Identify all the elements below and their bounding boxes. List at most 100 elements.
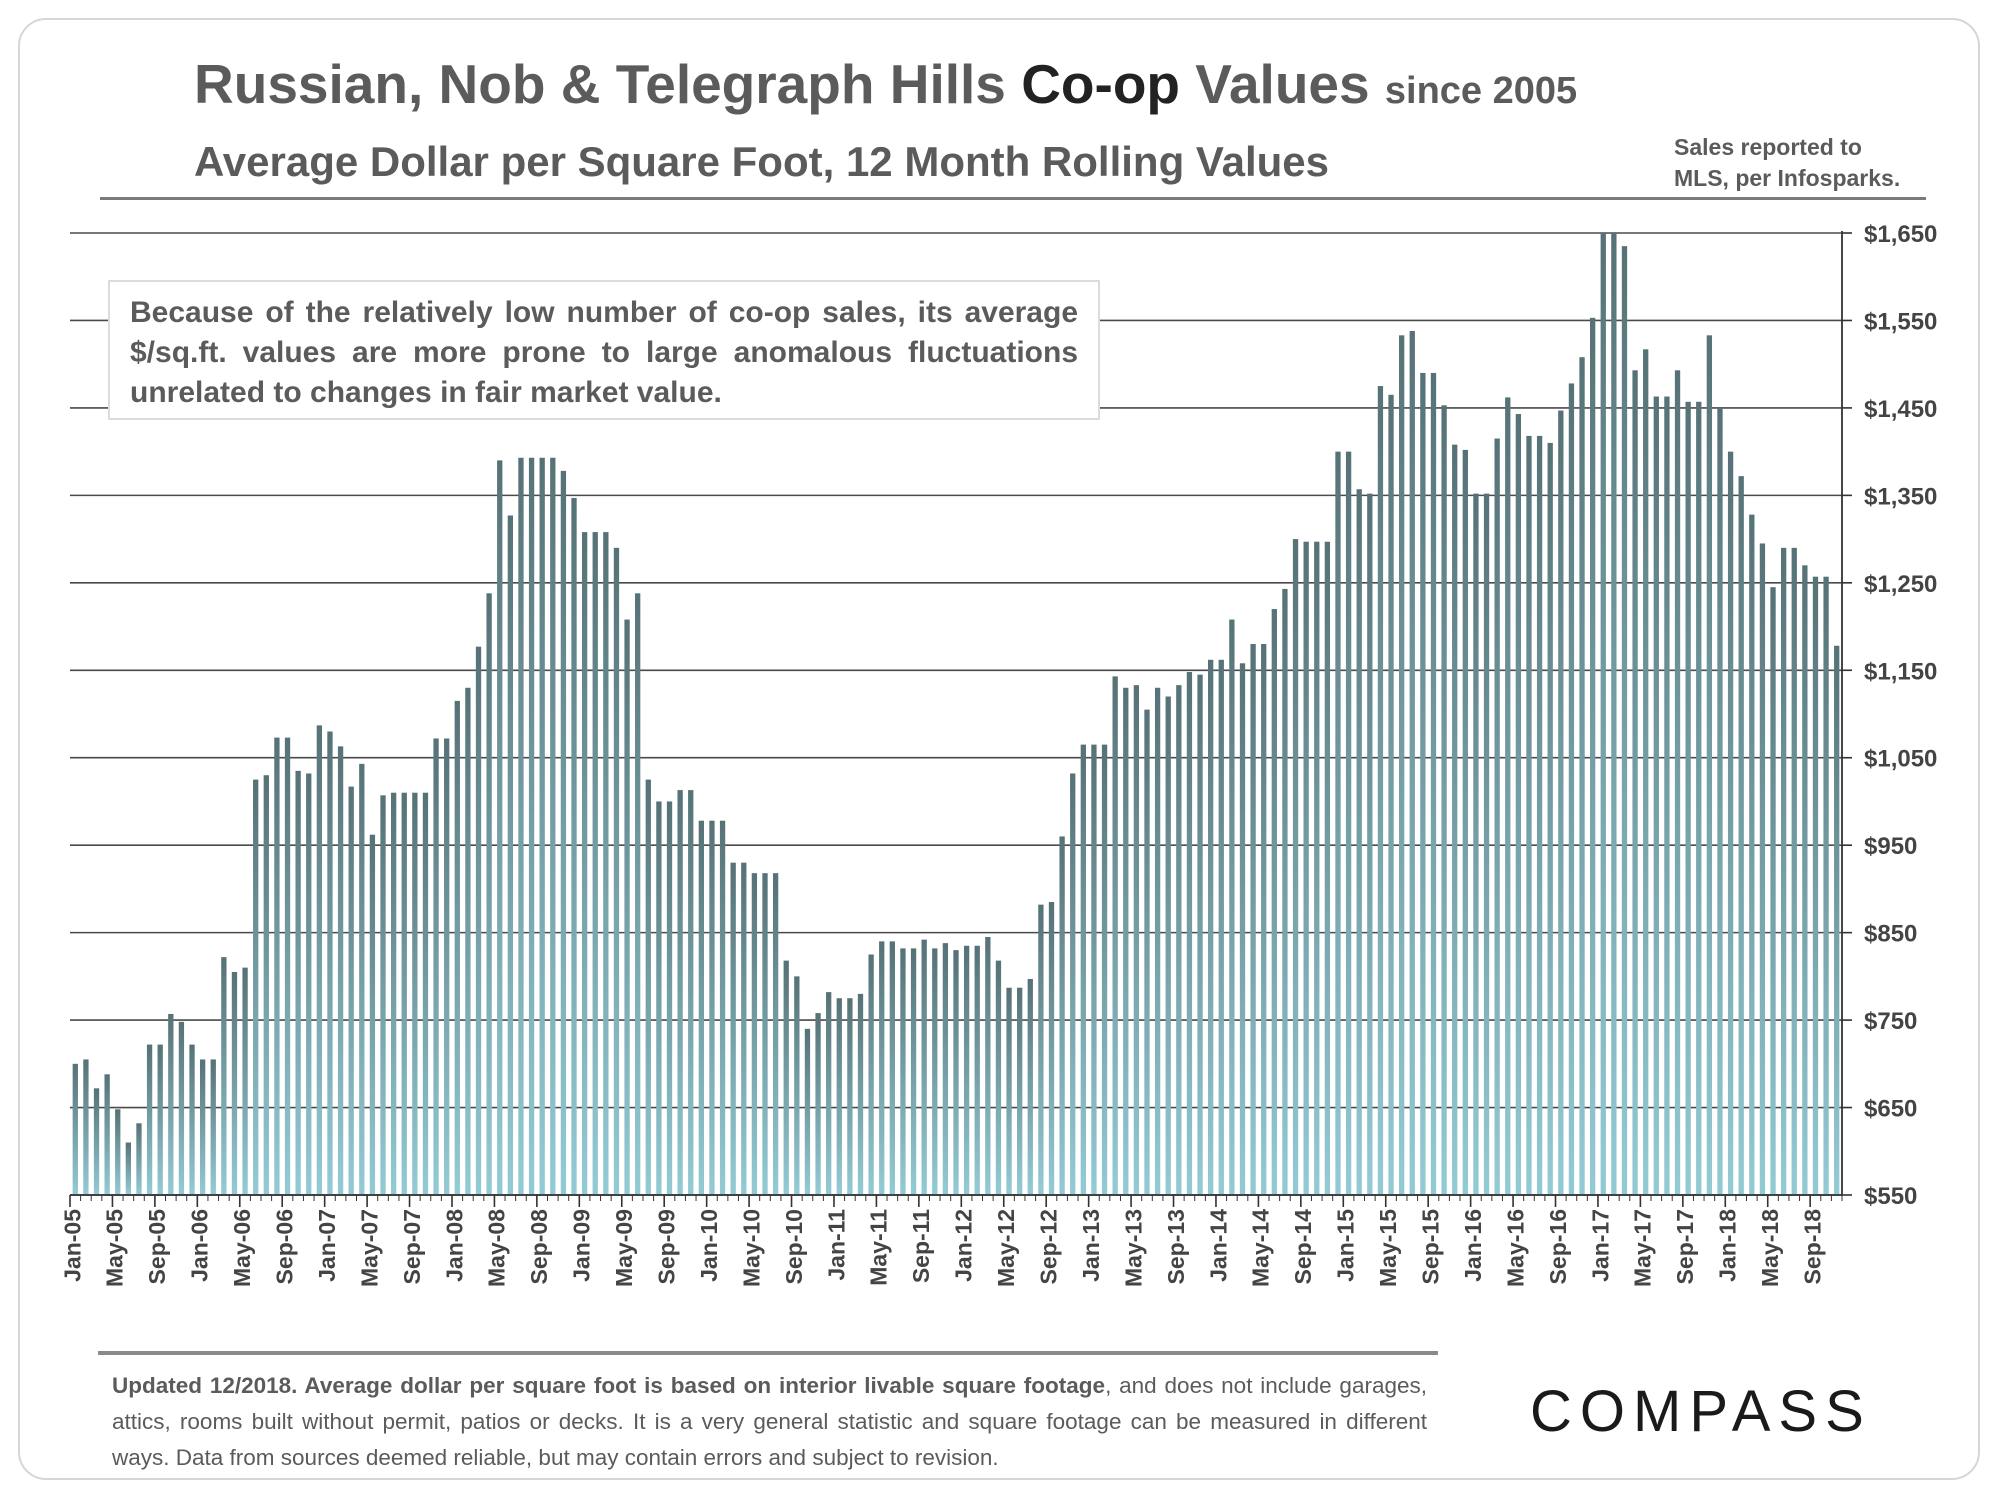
axes (69, 231, 1852, 1207)
bar (1091, 744, 1097, 1195)
x-tick-label: May-14 (1248, 1209, 1274, 1287)
bar (889, 941, 895, 1195)
bar (603, 532, 609, 1195)
y-tick-label: $1,650 (1864, 221, 1937, 248)
x-tick-label: Jan-17 (1587, 1209, 1613, 1282)
bar (253, 779, 259, 1195)
bar (1239, 663, 1246, 1195)
bar (115, 1109, 121, 1195)
bar (1759, 543, 1766, 1195)
bar (1823, 576, 1829, 1195)
x-tick-label: Jan-08 (441, 1209, 467, 1282)
source-line-1: Sales reported to (1674, 134, 1862, 160)
bar (1197, 674, 1203, 1195)
x-tick-label: Jan-07 (314, 1209, 340, 1282)
bar (454, 700, 460, 1195)
bar (1048, 902, 1055, 1195)
chart-frame (18, 18, 1980, 1480)
bar (412, 792, 418, 1195)
bar (274, 737, 280, 1195)
bar (104, 1074, 110, 1195)
x-tick-label: Jan-15 (1333, 1209, 1359, 1282)
bar (910, 948, 917, 1195)
bar (751, 873, 758, 1195)
annotation-box: Because of the relatively low number of … (108, 280, 1100, 420)
bar (1452, 444, 1458, 1195)
x-tick-label: Sep-05 (144, 1209, 170, 1285)
bar (1388, 394, 1394, 1196)
bar (560, 470, 567, 1196)
bar (1123, 687, 1129, 1195)
x-tick-label: Jan-16 (1460, 1209, 1486, 1282)
bar (1526, 435, 1532, 1195)
x-tick-label: Jan-12 (951, 1209, 977, 1282)
bar (1441, 405, 1447, 1195)
bar (1027, 978, 1033, 1195)
bar (1505, 397, 1511, 1195)
bar (1770, 587, 1776, 1195)
bar (804, 1028, 811, 1195)
bar (1579, 357, 1585, 1196)
x-tick-label: May-11 (866, 1209, 892, 1286)
bar (210, 1059, 216, 1195)
bar (1324, 541, 1331, 1195)
x-tick-label: May-18 (1757, 1209, 1783, 1287)
bar (1070, 773, 1076, 1195)
x-tick-label: Sep-13 (1163, 1209, 1189, 1284)
x-tick-label: Jan-05 (59, 1209, 85, 1282)
y-tick-label: $1,550 (1864, 308, 1937, 335)
bar (221, 957, 227, 1195)
x-tick-label: Sep-10 (781, 1209, 807, 1284)
bar (1727, 451, 1734, 1195)
source-note: Sales reported to MLS, per Infosparks. (1674, 132, 1900, 194)
bar (1473, 493, 1479, 1196)
bar (390, 792, 397, 1195)
y-tick-label: $750 (1864, 1008, 1917, 1035)
bar (1738, 476, 1744, 1195)
bar (719, 820, 726, 1195)
bar (1006, 987, 1012, 1195)
bar (242, 967, 248, 1195)
bar (645, 779, 651, 1195)
bar (581, 532, 588, 1195)
bar (709, 820, 715, 1195)
title-part-values: Values (1195, 53, 1370, 115)
bar (868, 954, 874, 1195)
x-tick-label: May-09 (611, 1209, 637, 1287)
bar (1696, 401, 1702, 1196)
bar (284, 737, 291, 1195)
bar (1611, 233, 1617, 1195)
x-tick-label: May-12 (993, 1209, 1019, 1287)
bar (306, 773, 312, 1195)
bar (656, 801, 662, 1195)
axis-labels: $550 $650 $750 $850 $950 $1,050 $1,150 $1,250 $1… (59, 221, 1937, 1287)
bar (316, 725, 323, 1195)
bar (783, 960, 789, 1195)
bar (1218, 659, 1224, 1195)
bar (1399, 335, 1405, 1196)
bar (836, 998, 842, 1195)
x-tick-label: Sep-12 (1035, 1209, 1061, 1284)
bar (1483, 493, 1490, 1196)
bar (199, 1059, 206, 1195)
x-tick-label: Sep-11 (908, 1209, 934, 1283)
bar (539, 457, 545, 1195)
bar (1791, 547, 1797, 1195)
x-tick-label: Sep-06 (272, 1209, 298, 1284)
bar (1133, 685, 1140, 1195)
bar (1430, 372, 1437, 1196)
bar (507, 515, 513, 1195)
bar (348, 786, 354, 1195)
bar (1059, 836, 1065, 1195)
bar (93, 1088, 100, 1195)
x-tick-label: Sep-18 (1799, 1209, 1825, 1285)
bar (1706, 335, 1713, 1196)
bar (231, 971, 238, 1195)
bar (125, 1142, 132, 1195)
y-tick-label: $650 (1864, 1096, 1917, 1123)
y-tick-label: $1,350 (1864, 483, 1937, 510)
bar (666, 801, 673, 1195)
bar (794, 976, 800, 1195)
x-tick-label: Sep-09 (654, 1209, 680, 1284)
